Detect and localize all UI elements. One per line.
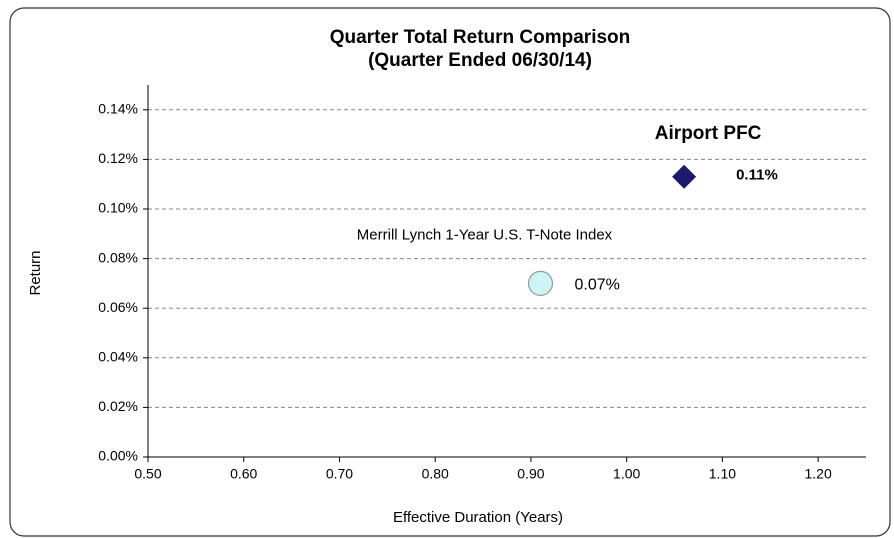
value-label: 0.11% bbox=[736, 167, 778, 184]
series-name: Airport PFC bbox=[655, 123, 762, 144]
x-tick-label: 1.00 bbox=[613, 466, 640, 482]
x-tick-label: 1.20 bbox=[805, 466, 832, 482]
y-axis-label: Return bbox=[27, 250, 44, 295]
value-label: 0.07% bbox=[575, 277, 620, 294]
y-tick-label: 0.02% bbox=[98, 398, 138, 414]
x-tick-label: 0.70 bbox=[326, 466, 353, 482]
point bbox=[672, 164, 697, 189]
chart-title: Quarter Total Return Comparison bbox=[330, 27, 631, 48]
point bbox=[527, 270, 554, 296]
x-tick-label: 0.90 bbox=[517, 466, 544, 482]
y-tick-label: 0.06% bbox=[98, 299, 138, 315]
y-tick-label: 0.04% bbox=[98, 349, 138, 365]
y-tick-label: 0.00% bbox=[98, 448, 138, 464]
x-tick-label: 1.10 bbox=[709, 466, 736, 482]
x-axis-label: Effective Duration (Years) bbox=[393, 509, 563, 526]
y-tick-label: 0.14% bbox=[98, 101, 138, 117]
y-tick-label: 0.08% bbox=[98, 249, 138, 265]
x-tick-label: 0.60 bbox=[230, 466, 257, 482]
chart-frame bbox=[9, 7, 891, 537]
y-tick-label: 0.10% bbox=[98, 200, 138, 216]
x-tick-label: 0.80 bbox=[422, 466, 449, 482]
series-name: Merrill Lynch 1-Year U.S. T-Note Index bbox=[357, 226, 613, 243]
chart-subtitle: (Quarter Ended 06/30/14) bbox=[368, 50, 592, 71]
x-tick-label: 0.50 bbox=[134, 466, 161, 482]
y-tick-label: 0.12% bbox=[98, 150, 138, 166]
